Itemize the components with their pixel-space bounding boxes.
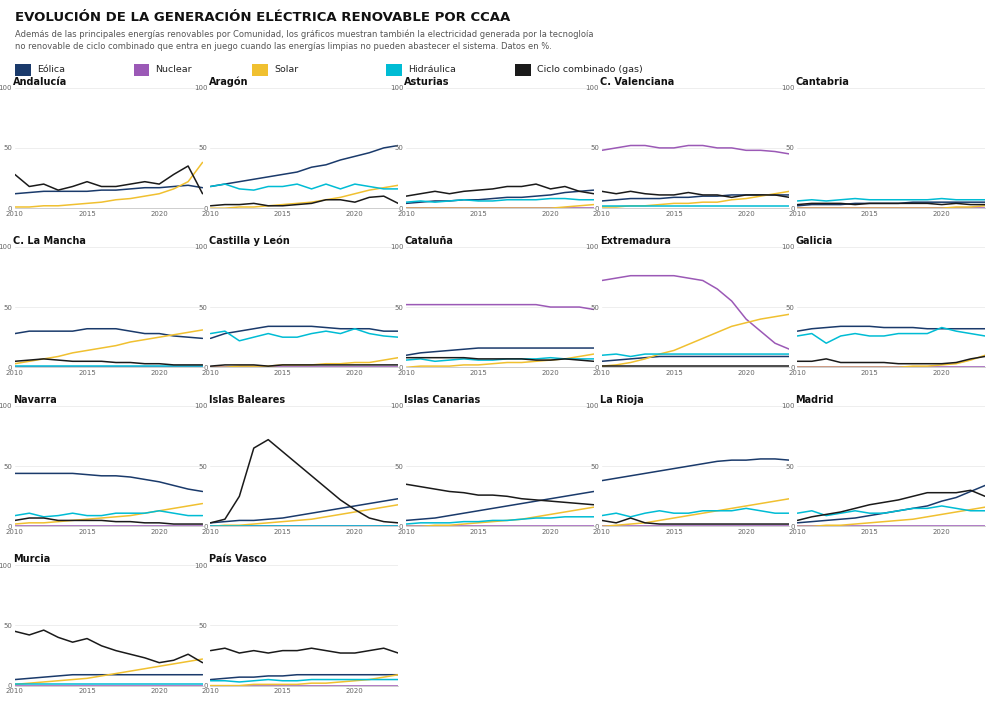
Text: C. La Mancha: C. La Mancha xyxy=(13,236,86,246)
Text: Ciclo combinado (gas): Ciclo combinado (gas) xyxy=(537,65,643,74)
Text: Islas Baleares: Islas Baleares xyxy=(209,395,285,405)
Text: Galicia: Galicia xyxy=(796,236,833,246)
Text: Andalucía: Andalucía xyxy=(13,77,67,87)
Text: Navarra: Navarra xyxy=(13,395,56,405)
Text: Castilla y León: Castilla y León xyxy=(209,236,289,246)
Text: Cataluña: Cataluña xyxy=(404,236,453,246)
Text: Solar: Solar xyxy=(274,65,298,74)
Text: Murcia: Murcia xyxy=(13,554,50,564)
Text: Hidráulica: Hidráulica xyxy=(408,65,455,74)
Text: País Vasco: País Vasco xyxy=(209,554,266,564)
Text: Madrid: Madrid xyxy=(796,395,834,405)
Text: Además de las principales energías renovables por Comunidad, los gráficos muestr: Además de las principales energías renov… xyxy=(15,29,593,50)
Text: Cantabria: Cantabria xyxy=(796,77,849,87)
Text: C. Valenciana: C. Valenciana xyxy=(600,77,674,87)
Text: EVOLUCIÓN DE LA GENERACIÓN ELÉCTRICA RENOVABLE POR CCAA: EVOLUCIÓN DE LA GENERACIÓN ELÉCTRICA REN… xyxy=(15,11,510,24)
Text: Asturias: Asturias xyxy=(404,77,449,87)
Text: Nuclear: Nuclear xyxy=(155,65,192,74)
Text: Extremadura: Extremadura xyxy=(600,236,670,246)
Text: Islas Canarias: Islas Canarias xyxy=(404,395,480,405)
Text: La Rioja: La Rioja xyxy=(600,395,644,405)
Text: Eólica: Eólica xyxy=(37,65,64,74)
Text: Aragón: Aragón xyxy=(209,76,248,87)
